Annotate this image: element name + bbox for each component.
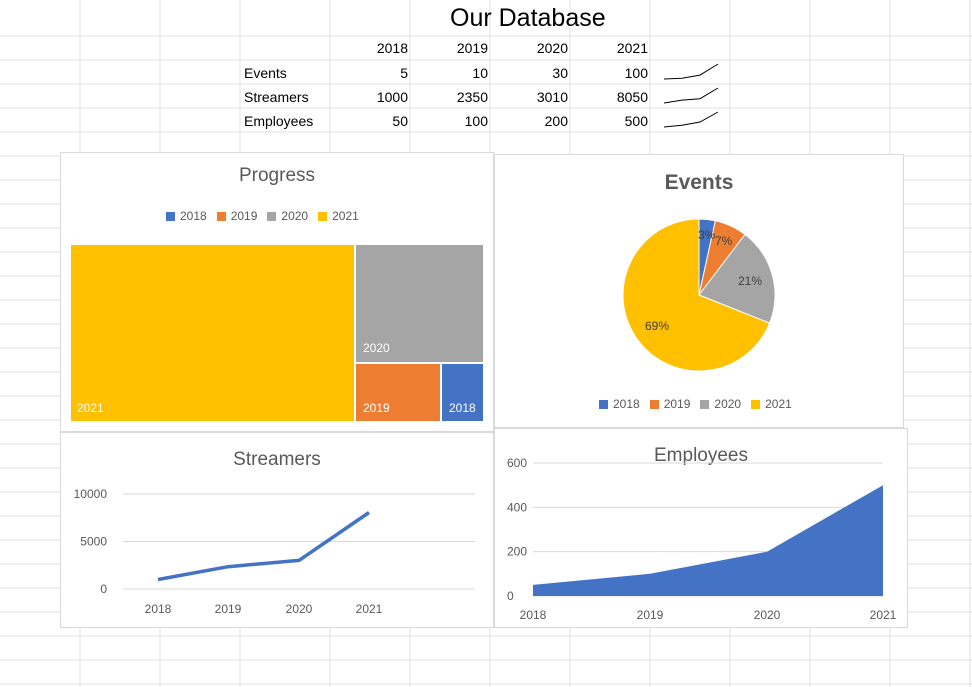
y-tick-label: 10000 (74, 487, 108, 501)
legend-swatch (599, 399, 608, 409)
events-legend: 2018 2019 2020 2021 (599, 397, 792, 411)
legend-swatch (216, 211, 226, 221)
area-plot: 0 200 400 600 2018 2019 2020 2021 (507, 456, 897, 622)
treemap-label: 2018 (449, 401, 476, 415)
treemap-tile-2021[interactable] (71, 245, 354, 421)
treemap-tile-2019[interactable] (356, 364, 440, 421)
chart-title: Employees (654, 445, 748, 466)
legend-swatch (751, 399, 761, 409)
legend-label: 2019 (230, 209, 258, 223)
x-tick-label: 2021 (870, 608, 897, 622)
sheet-title[interactable]: Our Database (450, 4, 606, 32)
header-year-2018[interactable]: 2018 (376, 40, 408, 56)
legend-item-2021: 2021 (318, 209, 359, 223)
legend-item-2019: 2019 (216, 209, 258, 223)
cell-events-2020[interactable]: 30 (552, 65, 568, 81)
treemap-label: 2021 (77, 401, 104, 415)
legend-item-2021: 2021 (751, 397, 792, 411)
pie-data-label: 69% (645, 319, 669, 333)
y-tick-label: 600 (507, 456, 527, 470)
legend-item-2018: 2018 (166, 209, 207, 223)
cell-employees-2018[interactable]: 50 (392, 113, 408, 129)
cell-events-2018[interactable]: 5 (400, 65, 408, 81)
row-label-employees[interactable]: Employees (244, 113, 314, 129)
streamers-series-line[interactable] (157, 511, 370, 582)
chart-title: Streamers (233, 449, 321, 470)
treemap-plot: 2021 2020 2019 2018 (71, 245, 483, 421)
legend-item-2020: 2020 (267, 209, 308, 223)
pie-data-label: 3% (698, 228, 716, 242)
treemap-tile-2020[interactable] (356, 245, 483, 362)
sparkline-employees[interactable] (662, 110, 720, 130)
y-tick-label: 5000 (80, 535, 107, 549)
chart-title: Progress (238, 165, 316, 186)
header-year-2021[interactable]: 2021 (616, 40, 648, 56)
legend-swatch (166, 211, 175, 221)
x-tick-label: 2021 (356, 602, 383, 616)
legend-label: 2021 (332, 209, 359, 223)
cell-employees-2021[interactable]: 500 (624, 113, 648, 129)
pie-slice-2021[interactable] (622, 218, 771, 372)
header-year-2020[interactable]: 2020 (536, 40, 568, 56)
cell-streamers-2020[interactable]: 3010 (536, 89, 568, 105)
row-label-streamers[interactable]: Streamers (244, 89, 309, 105)
row-label-events[interactable]: Events (244, 65, 287, 81)
cell-streamers-2018[interactable]: 1000 (376, 89, 408, 105)
sparkline-streamers[interactable] (662, 86, 720, 106)
pie-data-label: 7% (715, 234, 733, 248)
legend-label: 2018 (613, 397, 640, 411)
x-tick-label: 2018 (520, 608, 547, 622)
legend-swatch (318, 211, 328, 221)
y-tick-label: 200 (507, 545, 527, 559)
y-tick-label: 400 (507, 500, 527, 514)
legend-label: 2018 (180, 209, 207, 223)
treemap-tile-2018[interactable] (442, 364, 483, 421)
legend-label: 2020 (281, 209, 309, 223)
chart-title: Events (664, 171, 734, 194)
pie-data-label: 21% (738, 274, 762, 288)
cell-events-2019[interactable]: 10 (472, 65, 488, 81)
x-tick-label: 2018 (145, 602, 172, 616)
x-tick-label: 2019 (637, 608, 664, 622)
legend-swatch (267, 211, 277, 221)
treemap-label: 2020 (363, 341, 390, 355)
x-tick-label: 2020 (754, 608, 781, 622)
x-tick-label: 2020 (286, 602, 313, 616)
header-year-2019[interactable]: 2019 (456, 40, 488, 56)
pie-plot: 3% 7% 21% 69% (622, 218, 776, 372)
cell-events-2021[interactable]: 100 (624, 65, 648, 81)
y-tick-label: 0 (507, 589, 514, 603)
legend-swatch (700, 399, 710, 409)
progress-chart[interactable]: Progress 2018 2019 2020 2021 2021 2020 201… (60, 152, 494, 432)
cell-employees-2020[interactable]: 200 (544, 113, 568, 129)
cell-streamers-2019[interactable]: 2350 (456, 89, 488, 105)
legend-swatch (649, 399, 659, 409)
events-chart[interactable]: Events 3% 7% 21% 69% 2018 2019 2020 2021 (494, 154, 904, 428)
legend-label: 2021 (765, 397, 792, 411)
legend-item-2018: 2018 (599, 397, 640, 411)
x-tick-label: 2019 (215, 602, 242, 616)
cell-employees-2019[interactable]: 100 (464, 113, 488, 129)
line-plot: 0 5000 10000 2018 2019 2020 2021 (74, 487, 475, 616)
legend-label: 2019 (663, 397, 691, 411)
sparkline-events[interactable] (662, 62, 720, 82)
legend-label: 2020 (714, 397, 742, 411)
treemap-label: 2019 (363, 401, 390, 415)
streamers-chart[interactable]: Streamers 0 5000 10000 2018 2019 2020 2021 (60, 432, 494, 628)
employees-series-area[interactable] (533, 485, 883, 596)
pie-slice-2020[interactable] (698, 233, 776, 324)
y-tick-label: 0 (100, 582, 107, 596)
legend-item-2020: 2020 (700, 397, 741, 411)
cell-streamers-2021[interactable]: 8050 (616, 89, 648, 105)
employees-chart[interactable]: Employees 0 200 400 600 2018 2019 2020 2021 (494, 428, 908, 628)
progress-legend: 2018 2019 2020 2021 (166, 209, 359, 223)
legend-item-2019: 2019 (649, 397, 691, 411)
